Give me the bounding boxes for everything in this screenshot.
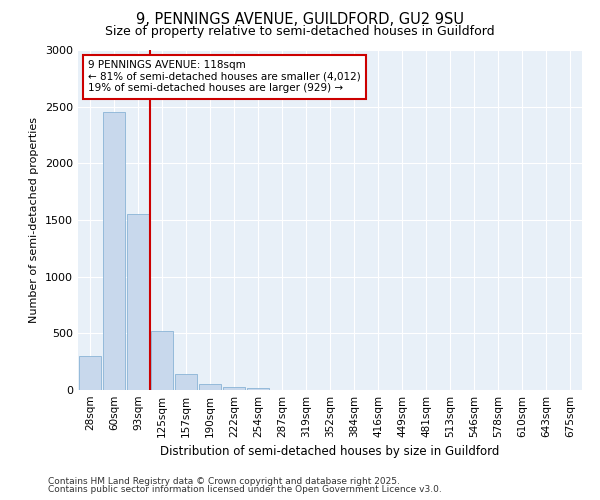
Bar xyxy=(223,386,245,390)
Bar xyxy=(79,356,101,390)
Text: Contains HM Land Registry data © Crown copyright and database right 2025.: Contains HM Land Registry data © Crown c… xyxy=(48,477,400,486)
X-axis label: Distribution of semi-detached houses by size in Guildford: Distribution of semi-detached houses by … xyxy=(160,446,500,458)
Bar xyxy=(151,331,173,390)
Text: 9 PENNINGS AVENUE: 118sqm
← 81% of semi-detached houses are smaller (4,012)
19% : 9 PENNINGS AVENUE: 118sqm ← 81% of semi-… xyxy=(88,60,361,94)
Bar xyxy=(199,384,221,390)
Text: Size of property relative to semi-detached houses in Guildford: Size of property relative to semi-detach… xyxy=(105,25,495,38)
Y-axis label: Number of semi-detached properties: Number of semi-detached properties xyxy=(29,117,40,323)
Bar xyxy=(127,214,149,390)
Text: 9, PENNINGS AVENUE, GUILDFORD, GU2 9SU: 9, PENNINGS AVENUE, GUILDFORD, GU2 9SU xyxy=(136,12,464,28)
Bar xyxy=(247,388,269,390)
Bar xyxy=(175,374,197,390)
Text: Contains public sector information licensed under the Open Government Licence v3: Contains public sector information licen… xyxy=(48,485,442,494)
Bar xyxy=(103,112,125,390)
